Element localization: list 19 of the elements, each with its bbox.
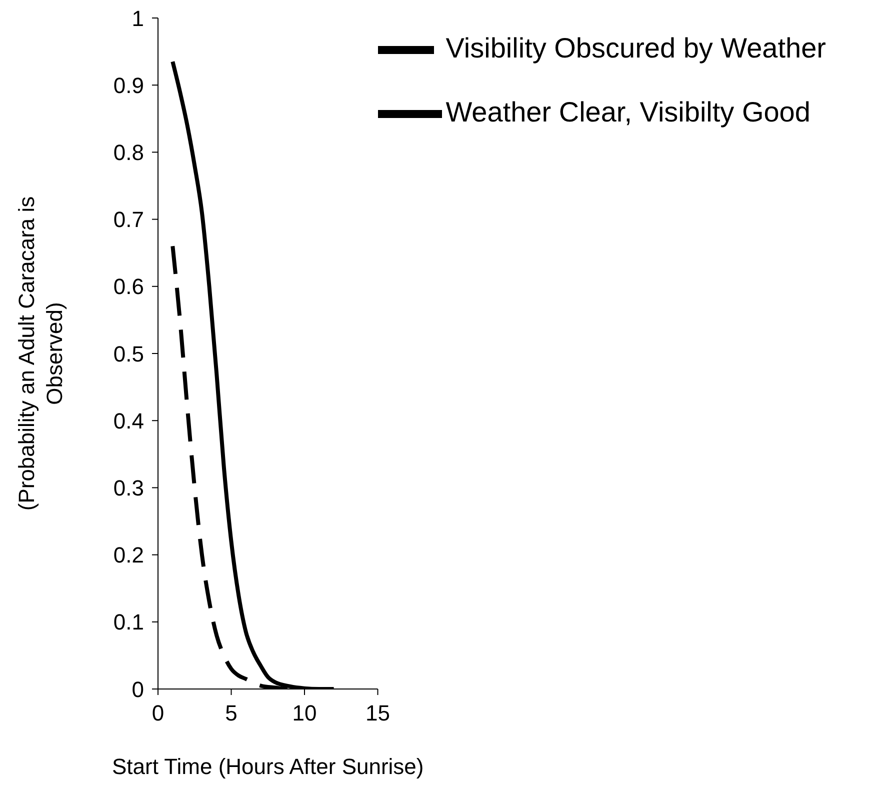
y-tick-label: 0.7 [113, 207, 144, 232]
x-tick-label: 5 [225, 700, 238, 726]
legend-label: Weather Clear, Visibilty Good [446, 96, 810, 128]
y-tick-label: 0.8 [113, 140, 144, 166]
x-tick-label: 15 [366, 700, 390, 726]
y-tick-label: 0.2 [113, 542, 144, 568]
y-axis-title: (Probability an Adult Caracara is Observed) [14, 196, 67, 511]
x-axis-title: Start Time (Hours After Sunrise) [112, 754, 424, 779]
y-tick-label: 0.4 [113, 408, 144, 434]
y-tick-label: 0.5 [113, 341, 144, 366]
legend-label: Visibility Obscured by Weather [446, 32, 826, 64]
y-tick-label: 1 [132, 6, 144, 31]
y-tick-label: 0.6 [113, 274, 144, 300]
y-tick-label: 0.1 [113, 610, 144, 635]
y-tick-label: 0.9 [113, 72, 144, 98]
x-tick-label: 10 [292, 700, 317, 726]
y-tick-label: 0.3 [113, 476, 144, 501]
y-tick-label: 0 [132, 676, 144, 702]
x-tick-label: 0 [152, 700, 164, 726]
